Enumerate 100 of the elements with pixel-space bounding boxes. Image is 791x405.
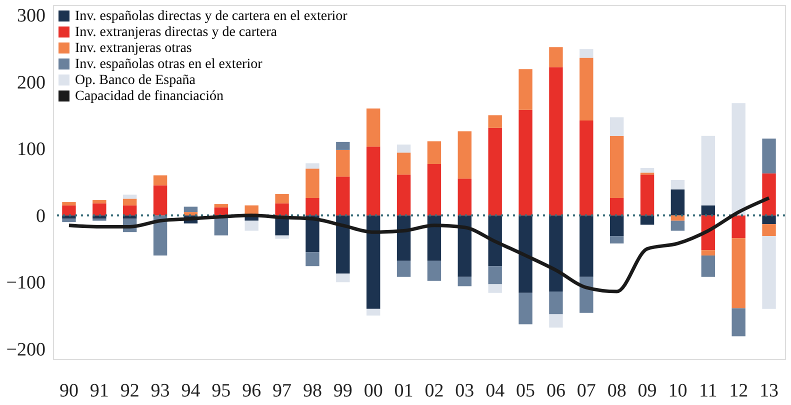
bar xyxy=(396,152,411,175)
bar xyxy=(610,198,624,216)
bar xyxy=(518,292,532,324)
bar xyxy=(92,203,106,216)
x-tick-label: 93 xyxy=(150,380,170,402)
bar xyxy=(610,215,624,236)
bar xyxy=(732,215,746,238)
bar xyxy=(153,175,168,186)
bar xyxy=(336,176,350,216)
x-tick-label: 95 xyxy=(212,380,231,402)
x-tick-label: 06 xyxy=(546,380,566,402)
x-tick-label: 02 xyxy=(424,380,444,402)
bar xyxy=(549,292,563,314)
bar xyxy=(427,260,442,281)
bar xyxy=(458,178,472,216)
bar xyxy=(640,174,654,216)
y-tick-label: 200 xyxy=(17,72,46,94)
bar xyxy=(427,164,442,216)
line-series xyxy=(67,196,771,294)
bar xyxy=(518,215,532,293)
x-tick-label: 94 xyxy=(181,380,201,402)
bar xyxy=(366,215,380,309)
legend-label: Inv. españolas directas y de cartera en el exterior xyxy=(75,9,348,24)
bar xyxy=(92,200,106,204)
bar xyxy=(732,103,746,216)
bar xyxy=(670,180,685,190)
bar xyxy=(427,141,442,164)
bar xyxy=(275,203,289,216)
bar xyxy=(549,67,563,216)
bar xyxy=(701,136,715,206)
bar xyxy=(549,314,563,328)
bar xyxy=(458,276,472,286)
bar xyxy=(701,205,715,216)
bar xyxy=(610,136,624,198)
x-tick-label: 99 xyxy=(333,380,352,402)
bar xyxy=(184,206,198,212)
bar xyxy=(762,215,776,224)
bar xyxy=(62,205,76,216)
bar xyxy=(123,198,137,206)
x-tick-label: 04 xyxy=(486,380,506,402)
x-tick-label: 13 xyxy=(760,380,779,402)
bar xyxy=(366,108,380,147)
bar xyxy=(762,138,776,174)
bar xyxy=(580,215,594,277)
bar xyxy=(701,255,715,277)
bar xyxy=(549,47,563,68)
bar xyxy=(336,142,350,150)
bar xyxy=(670,189,685,216)
bar xyxy=(640,215,654,225)
x-tick-label: 98 xyxy=(302,380,322,402)
bar xyxy=(214,207,228,216)
x-tick-label: 90 xyxy=(59,380,78,402)
bar xyxy=(732,238,746,308)
bar xyxy=(306,252,320,266)
bar xyxy=(580,120,594,216)
bar xyxy=(336,215,350,274)
bar xyxy=(153,185,168,216)
bar xyxy=(488,266,502,284)
bar xyxy=(306,198,320,216)
bar xyxy=(458,131,472,179)
bar xyxy=(488,215,502,266)
bar xyxy=(366,146,380,216)
legend-label: Op. Banco de España xyxy=(75,73,196,88)
x-tick-label: 05 xyxy=(516,380,536,402)
x-tick-label: 03 xyxy=(455,380,474,402)
bar xyxy=(762,236,776,309)
x-tick-label: 92 xyxy=(120,380,140,402)
bar xyxy=(306,163,320,169)
x-tick-label: 10 xyxy=(668,380,688,402)
bar xyxy=(518,69,532,110)
bar xyxy=(610,117,624,136)
bar xyxy=(762,173,776,216)
bar xyxy=(670,220,685,231)
bar xyxy=(580,49,594,58)
y-tick-label: −200 xyxy=(6,339,46,360)
bar xyxy=(62,202,76,206)
x-tick-label: 07 xyxy=(576,380,596,402)
y-tick-label: 300 xyxy=(17,6,46,27)
bar xyxy=(396,144,411,153)
bar xyxy=(396,215,411,261)
bar xyxy=(275,235,289,239)
x-tick-label: 00 xyxy=(364,380,383,402)
bar xyxy=(701,250,715,256)
legend-label: Capacidad de financiación xyxy=(75,89,224,104)
bar xyxy=(762,224,776,236)
bar xyxy=(518,110,532,216)
x-tick-label: 91 xyxy=(90,380,109,402)
x-tick-label: 12 xyxy=(729,380,748,402)
y-tick-label: 0 xyxy=(36,206,46,227)
bar xyxy=(458,215,472,277)
bar xyxy=(427,215,442,261)
bar xyxy=(123,205,137,216)
bar xyxy=(488,115,502,128)
bar xyxy=(610,236,624,244)
legend-label: Inv. extranjeras otras xyxy=(75,41,192,56)
bar xyxy=(244,220,258,231)
bar xyxy=(62,218,76,222)
y-tick-label: −100 xyxy=(6,272,46,294)
x-tick-label: 09 xyxy=(638,380,657,402)
x-tick-label: 96 xyxy=(242,380,262,402)
